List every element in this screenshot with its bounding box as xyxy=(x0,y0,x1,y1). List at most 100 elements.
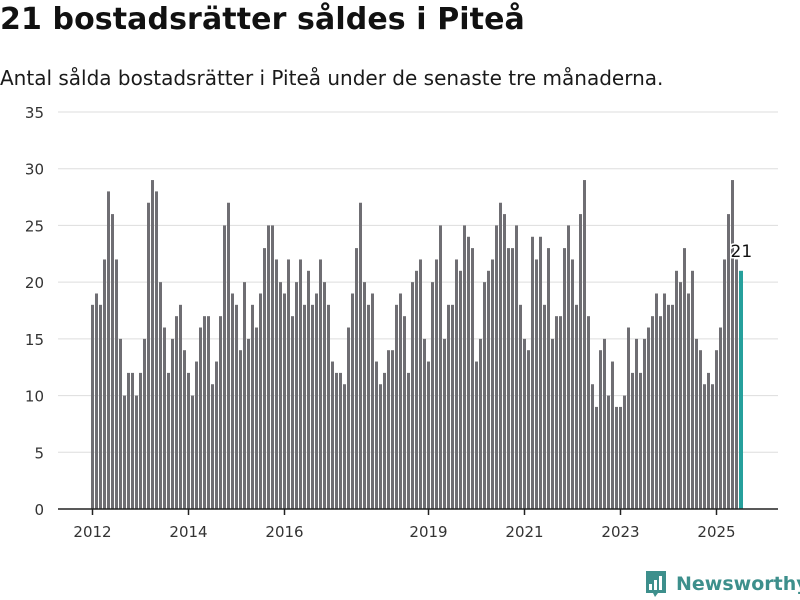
bar xyxy=(619,406,622,509)
bar xyxy=(119,338,122,509)
bar xyxy=(683,248,686,510)
bar xyxy=(719,327,722,509)
bar xyxy=(307,270,310,509)
newsworthy-logo-icon xyxy=(646,571,666,597)
bar xyxy=(259,293,262,509)
bar xyxy=(223,225,226,509)
y-tick-label: 5 xyxy=(34,444,44,462)
bar xyxy=(399,293,402,509)
bar xyxy=(471,248,474,510)
newsworthy-brand[interactable]: Newsworthy xyxy=(644,568,800,600)
bar xyxy=(579,214,582,509)
x-tick-label: 2014 xyxy=(169,523,207,541)
bar xyxy=(411,282,414,509)
x-tick-label: 2016 xyxy=(265,523,303,541)
bar xyxy=(727,214,730,509)
bar xyxy=(635,338,638,509)
bar xyxy=(183,350,186,509)
bar xyxy=(423,338,426,509)
bar xyxy=(235,304,238,509)
bar xyxy=(523,338,526,509)
x-tick-label: 2023 xyxy=(601,523,639,541)
bar xyxy=(703,384,706,509)
bar xyxy=(243,282,246,509)
bar xyxy=(391,350,394,509)
bar xyxy=(91,304,94,509)
bar xyxy=(711,384,714,509)
bar xyxy=(107,191,110,509)
bar xyxy=(563,248,566,510)
x-tick-label: 2021 xyxy=(505,523,543,541)
bar xyxy=(191,395,194,509)
bar xyxy=(627,327,630,509)
bar xyxy=(503,214,506,509)
bar xyxy=(331,361,334,509)
bar xyxy=(699,350,702,509)
bar xyxy=(283,293,286,509)
bar xyxy=(575,304,578,509)
bar xyxy=(555,316,558,509)
bar xyxy=(559,316,562,509)
bar xyxy=(287,259,290,509)
y-tick-label: 10 xyxy=(25,388,44,406)
bar xyxy=(415,270,418,509)
bar xyxy=(599,350,602,509)
bar xyxy=(667,304,670,509)
y-tick-label: 35 xyxy=(25,104,44,122)
bar xyxy=(383,372,386,509)
bar xyxy=(691,270,694,509)
bar xyxy=(131,372,134,509)
bar xyxy=(347,327,350,509)
bar xyxy=(535,259,538,509)
bar xyxy=(123,395,126,509)
bar xyxy=(147,202,150,510)
bar xyxy=(495,225,498,509)
bar xyxy=(431,282,434,509)
bar xyxy=(203,316,206,509)
bar xyxy=(459,270,462,509)
bar xyxy=(247,338,250,509)
bar xyxy=(275,259,278,509)
bar xyxy=(303,304,306,509)
bar xyxy=(735,259,738,509)
y-tick-label: 25 xyxy=(25,217,44,235)
bar xyxy=(679,282,682,509)
bar xyxy=(695,338,698,509)
bar xyxy=(499,202,502,510)
bar xyxy=(567,225,570,509)
x-tick-label: 2012 xyxy=(73,523,111,541)
bar xyxy=(603,338,606,509)
bar xyxy=(215,361,218,509)
bar xyxy=(543,304,546,509)
bar xyxy=(671,304,674,509)
bar xyxy=(507,248,510,510)
bar xyxy=(291,316,294,509)
bar xyxy=(211,384,214,509)
bar xyxy=(299,259,302,509)
bar xyxy=(647,327,650,509)
bar xyxy=(531,236,534,509)
bar xyxy=(359,202,362,510)
bar xyxy=(175,316,178,509)
bar xyxy=(611,361,614,509)
bar xyxy=(547,248,550,510)
bar xyxy=(311,304,314,509)
bar xyxy=(167,372,170,509)
bar xyxy=(207,316,210,509)
bar xyxy=(527,350,530,509)
bar xyxy=(267,225,270,509)
bar xyxy=(447,304,450,509)
bar xyxy=(643,338,646,509)
bar xyxy=(475,361,478,509)
bar xyxy=(135,395,138,509)
bar xyxy=(195,361,198,509)
bar xyxy=(279,282,282,509)
bar xyxy=(435,259,438,509)
bar xyxy=(443,338,446,509)
bar xyxy=(595,406,598,509)
bar xyxy=(115,259,118,509)
bar xyxy=(491,259,494,509)
bar xyxy=(639,372,642,509)
bar xyxy=(487,270,490,509)
